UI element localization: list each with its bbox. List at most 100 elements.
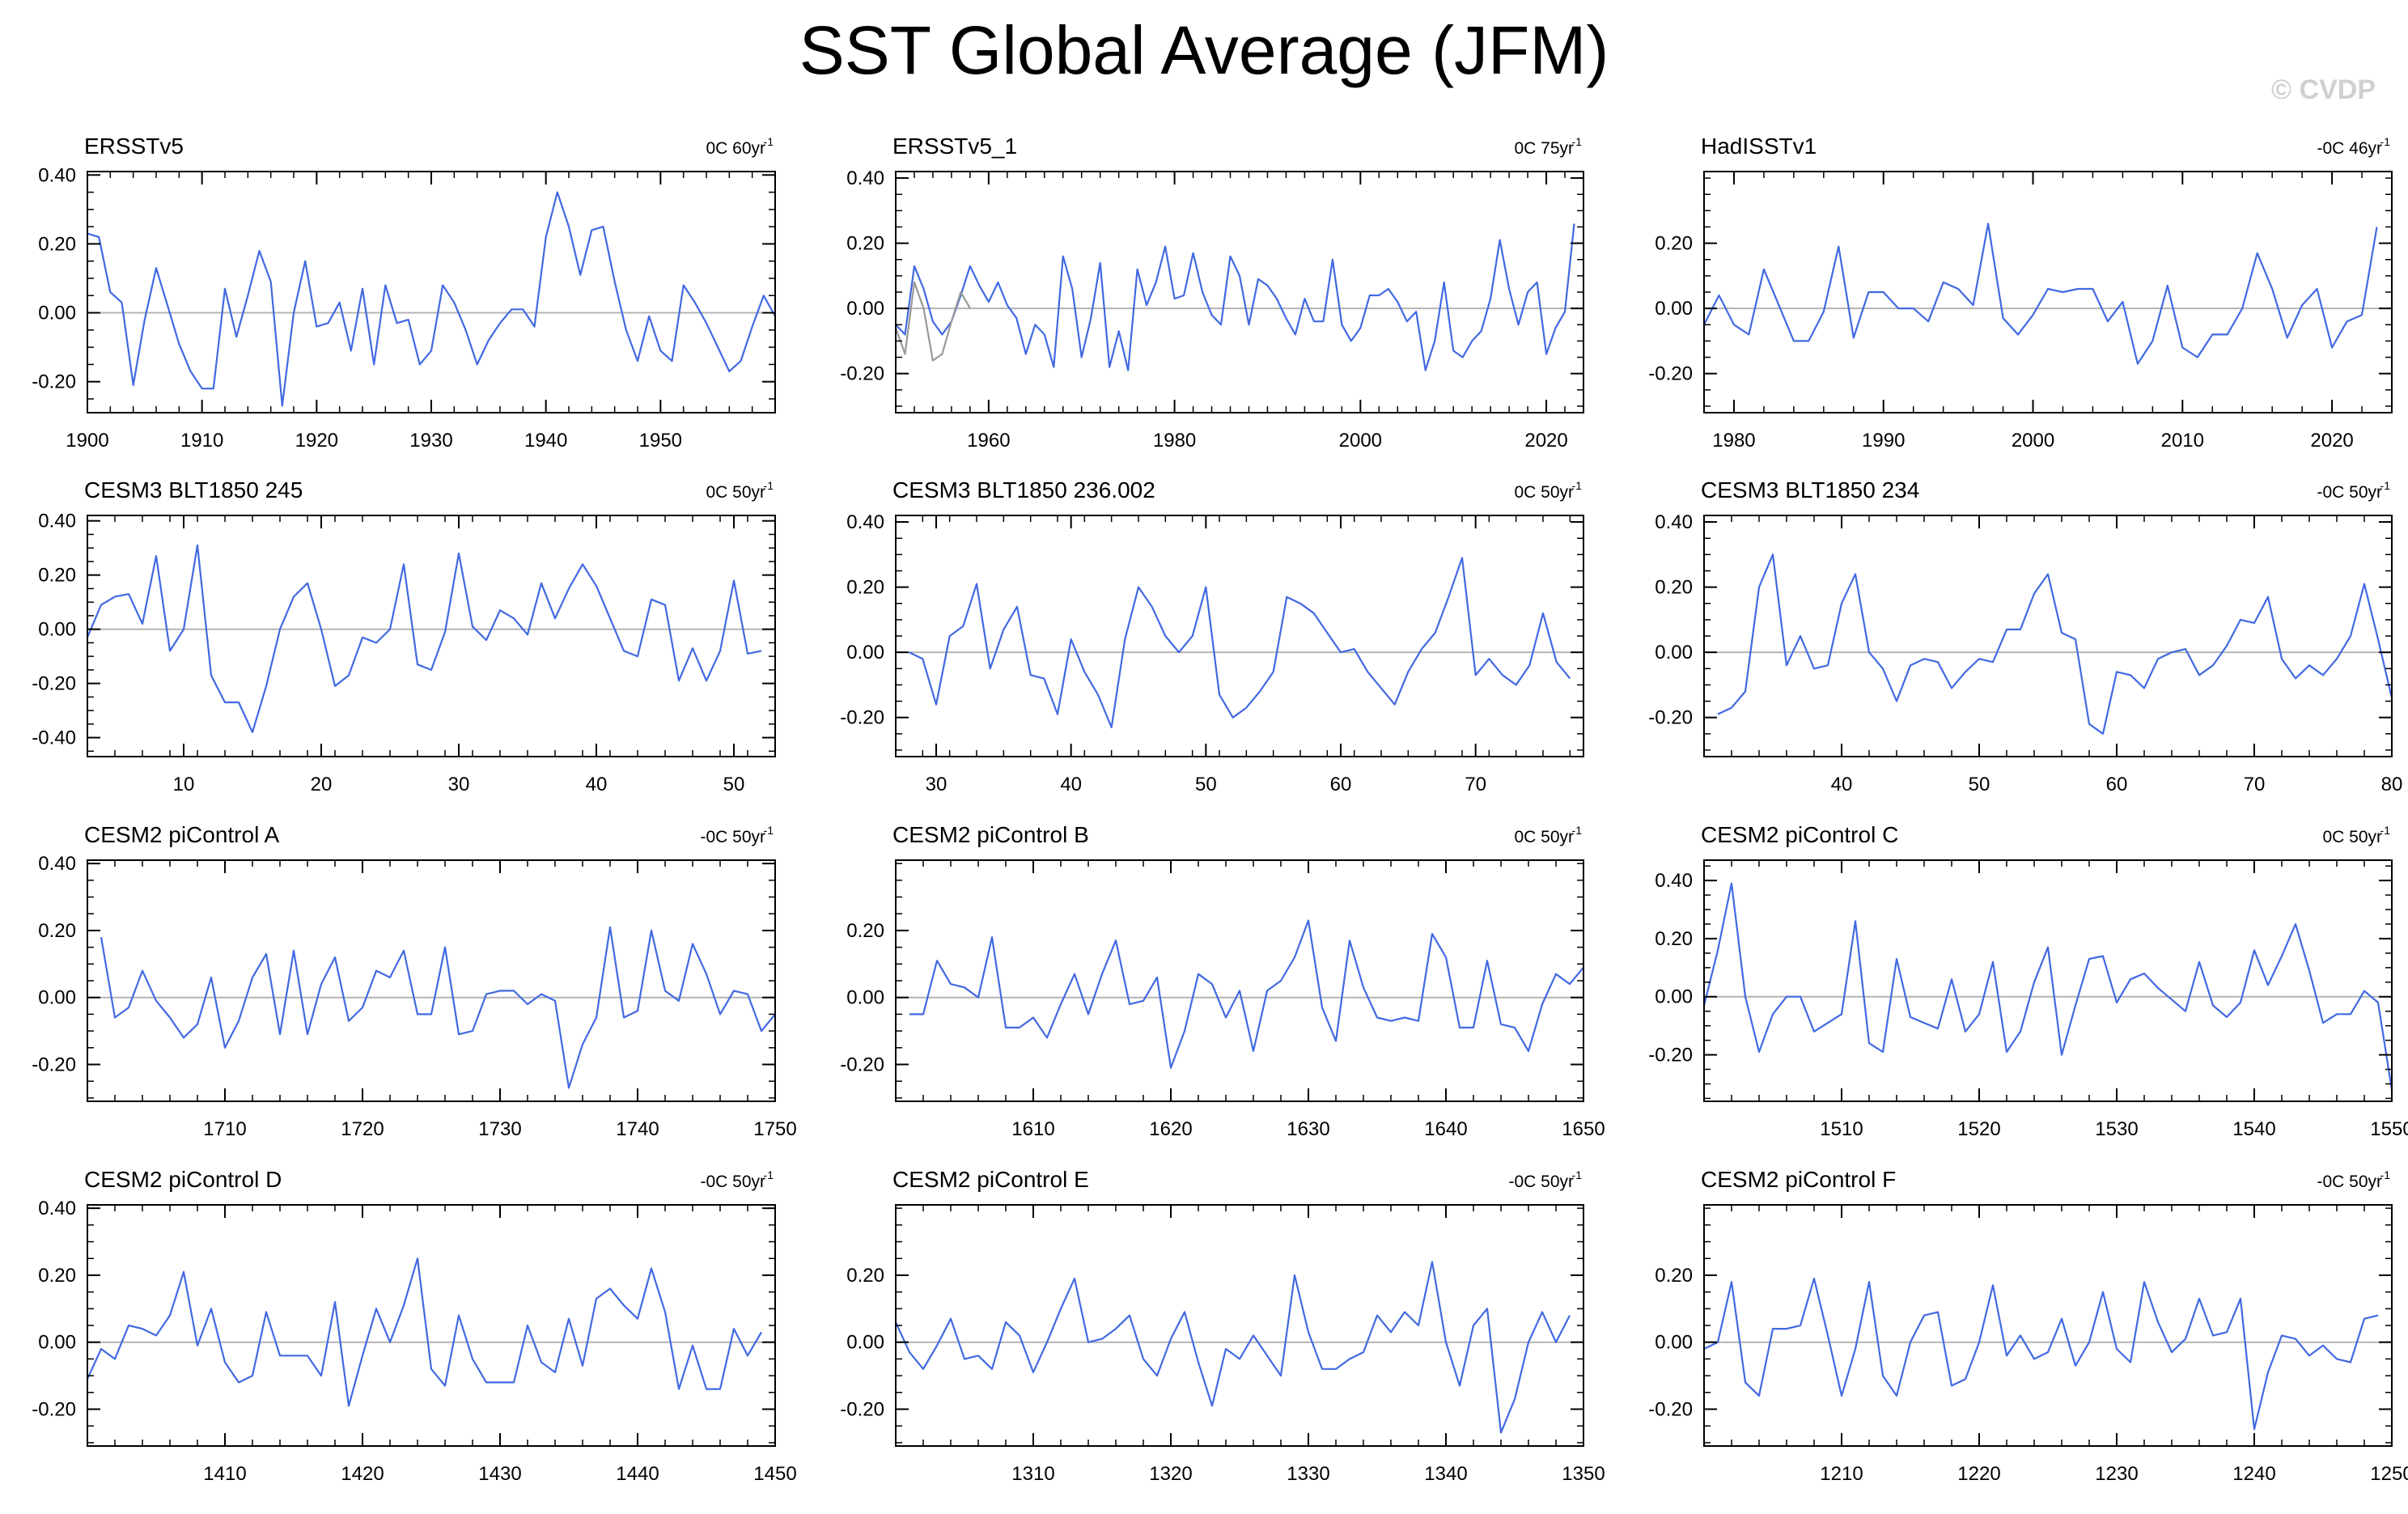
x-tick-label: 20 [311,774,333,795]
x-tick-label: 2000 [1339,430,1382,452]
panel-11: CESM2 piControl E -0C 50yr-1 1310 1320 1330 1… [840,1167,1605,1485]
trend-label: 0C 50yr [706,483,765,502]
plot-frame [895,1204,1584,1447]
panel-9: CESM2 piControl C 0C 50yr-1 1510 1520 1530 15… [1648,822,2408,1140]
x-tick-label: 1420 [341,1463,384,1485]
page-title: SST Global Average (JFM) [799,12,1609,88]
trend-label: 0C 50yr [2322,828,2382,846]
x-tick-label: 70 [1465,774,1486,795]
y-tick-label: -0.20 [1648,1045,1693,1067]
trend-exponent: -1 [1572,479,1583,492]
panel-title: CESM2 piControl E [892,1167,1089,1192]
series-line [100,926,776,1089]
x-tick-label: 1220 [1957,1463,2000,1485]
x-tick-label: 1650 [1562,1118,1605,1140]
trend-exponent: -1 [2380,824,2391,837]
panel-10: CESM2 piControl D -0C 50yr-1 1410 1420 1430 1… [32,1167,796,1485]
panel-title: ERSSTv5_1 [892,134,1017,159]
series-line [909,919,1584,1069]
series-line [1703,1277,2379,1431]
plot-frame [1703,859,2393,1102]
panel-title: CESM2 piControl A [84,822,280,847]
plot-frame [1703,1204,2393,1447]
series-line [894,1261,1571,1434]
trend-exponent: -1 [764,479,774,492]
x-tick-label: 60 [1330,774,1352,795]
panel-12: CESM2 piControl F -0C 50yr-1 1210 1220 1230 1… [1648,1167,2408,1485]
y-tick-label: 0.20 [846,233,884,255]
copyright-watermark: © CVDP [2271,74,2376,105]
x-tick-label: 50 [1195,774,1217,795]
y-tick-label: -0.20 [840,1398,884,1420]
x-tick-label: 1410 [203,1463,246,1485]
trend-label: -0C 50yr [2317,483,2382,502]
y-tick-label: 0.20 [1655,233,1693,255]
panel-4: CESM3 BLT1850 245 0C 50yr-1 10 20 30 40 50 0.40… [32,477,776,795]
panel-1: ERSSTv5 0C 60yr-1 1900 1910 1920 1930 1940 1950… [32,134,776,452]
series-line [1703,223,2378,365]
trend-label: 0C 60yr [706,139,765,158]
x-tick-label: 1630 [1287,1118,1329,1140]
trend-exponent: -1 [1572,1168,1583,1181]
panel-title: CESM3 BLT1850 245 [84,477,303,503]
panel-title: CESM3 BLT1850 236.002 [892,477,1155,503]
x-tick-label: 1930 [409,430,452,452]
plot-frame [87,1204,776,1447]
y-tick-label: 0.40 [846,511,884,533]
panel-title: HadISSTv1 [1701,134,1817,159]
x-tick-label: 1910 [180,430,223,452]
y-tick-label: 0.00 [846,642,884,664]
panel-title: CESM2 piControl D [84,1167,282,1192]
x-tick-label: 2000 [2012,430,2054,452]
trend-label: -0C 50yr [700,828,765,846]
plot-frame [1703,515,2393,757]
secondary-series-line [894,281,971,362]
y-tick-label: -0.20 [1648,363,1693,385]
x-tick-label: 1340 [1424,1463,1467,1485]
y-tick-label: 0.00 [1655,1332,1693,1354]
x-tick-label: 50 [1969,774,1990,795]
x-tick-label: 10 [173,774,195,795]
x-tick-label: 1720 [341,1118,384,1140]
y-tick-label: -0.20 [840,707,884,729]
plot-frame [87,859,776,1102]
y-tick-label: -0.20 [1648,1398,1693,1420]
y-tick-label: 0.20 [1655,1265,1693,1287]
x-tick-label: 70 [2244,774,2266,795]
y-tick-label: 0.40 [846,168,884,189]
x-tick-label: 1320 [1149,1463,1192,1485]
panel-6: CESM3 BLT1850 234 -0C 50yr-1 40 50 60 70 80 0.4… [1648,477,2402,795]
y-tick-label: 0.00 [38,1332,76,1354]
trend-exponent: -1 [764,135,774,148]
x-tick-label: 1750 [753,1118,796,1140]
panel-title: CESM2 piControl C [1701,822,1898,847]
x-tick-label: 1710 [203,1118,246,1140]
panel-title: CESM2 piControl F [1701,1167,1896,1192]
y-tick-label: 0.00 [1655,298,1693,320]
series-line [1702,882,2393,1090]
x-tick-label: 2010 [2161,430,2204,452]
plot-frame [87,171,776,413]
trend-label: -0C 46yr [2317,139,2382,158]
trend-exponent: -1 [2380,1168,2391,1181]
y-tick-label: 0.40 [1655,511,1693,533]
y-tick-label: -0.20 [32,371,76,393]
y-tick-label: 0.40 [38,1198,76,1219]
series-line [87,191,776,407]
y-tick-label: -0.20 [840,1054,884,1075]
panel-3: HadISSTv1 -0C 46yr-1 1980 1990 2000 2010 2020 0… [1648,134,2393,452]
x-tick-label: 1440 [616,1463,659,1485]
x-tick-label: 1310 [1011,1463,1054,1485]
x-tick-label: 80 [2381,774,2403,795]
x-tick-label: 1240 [2232,1463,2275,1485]
trend-exponent: -1 [2380,479,2391,492]
x-tick-label: 1430 [478,1463,521,1485]
panel-title: CESM3 BLT1850 234 [1701,477,1919,503]
y-tick-label: 0.20 [846,1265,884,1287]
plot-frame [895,859,1584,1102]
series-line [909,557,1571,728]
x-tick-label: 50 [723,774,745,795]
panel-5: CESM3 BLT1850 236.002 0C 50yr-1 30 40 50 60 70… [840,477,1584,795]
x-tick-label: 1950 [639,430,682,452]
